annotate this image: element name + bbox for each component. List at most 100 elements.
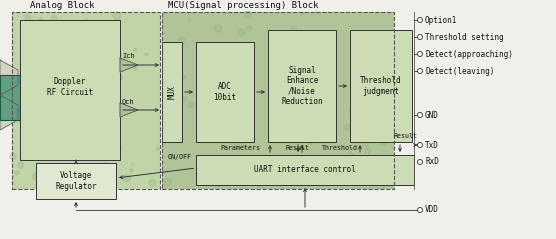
Circle shape	[224, 88, 226, 91]
Circle shape	[103, 69, 106, 72]
Circle shape	[113, 12, 121, 20]
Circle shape	[62, 59, 67, 64]
Circle shape	[326, 127, 330, 131]
Circle shape	[306, 137, 314, 144]
Circle shape	[83, 185, 86, 188]
Circle shape	[171, 103, 177, 109]
Text: ADC
10bit: ADC 10bit	[214, 82, 236, 102]
Circle shape	[107, 65, 113, 70]
Circle shape	[356, 126, 362, 131]
Circle shape	[418, 51, 423, 56]
Circle shape	[366, 120, 373, 127]
Text: MCU(Signal processing) Block: MCU(Signal processing) Block	[168, 1, 319, 10]
Circle shape	[51, 16, 57, 21]
Circle shape	[315, 11, 317, 14]
Circle shape	[359, 127, 362, 130]
Circle shape	[93, 146, 97, 151]
Circle shape	[99, 38, 102, 41]
Text: Result: Result	[393, 133, 417, 139]
Circle shape	[123, 175, 131, 182]
Bar	[196, 42, 254, 142]
Circle shape	[381, 140, 386, 145]
Circle shape	[178, 37, 185, 44]
Circle shape	[102, 163, 109, 170]
Circle shape	[99, 174, 102, 176]
Circle shape	[418, 69, 423, 74]
Circle shape	[216, 182, 221, 186]
Circle shape	[346, 152, 354, 159]
Circle shape	[286, 131, 292, 137]
Circle shape	[37, 63, 42, 68]
Bar	[0, 75, 20, 120]
Text: Result: Result	[286, 145, 310, 151]
Circle shape	[418, 207, 423, 212]
Circle shape	[133, 48, 137, 51]
Text: Detect(leaving): Detect(leaving)	[425, 66, 494, 76]
Bar	[20, 20, 120, 160]
Circle shape	[246, 26, 252, 31]
Circle shape	[215, 25, 222, 32]
Circle shape	[227, 115, 230, 118]
Circle shape	[206, 138, 209, 142]
Circle shape	[57, 101, 63, 107]
Circle shape	[68, 176, 71, 179]
Text: VDD: VDD	[425, 206, 439, 214]
Circle shape	[132, 163, 134, 165]
Circle shape	[389, 34, 394, 39]
Circle shape	[27, 135, 33, 141]
Circle shape	[110, 145, 113, 148]
Polygon shape	[0, 95, 18, 130]
Circle shape	[156, 147, 160, 150]
Circle shape	[302, 85, 306, 88]
Circle shape	[365, 147, 371, 153]
Bar	[162, 42, 182, 142]
Polygon shape	[120, 58, 138, 72]
Circle shape	[418, 159, 423, 164]
Circle shape	[32, 173, 39, 180]
Text: RxD: RxD	[425, 158, 439, 167]
Circle shape	[188, 101, 195, 108]
Circle shape	[212, 136, 216, 140]
Circle shape	[54, 26, 60, 32]
Circle shape	[44, 24, 48, 27]
Circle shape	[32, 153, 34, 155]
Text: Ich: Ich	[122, 53, 135, 59]
Circle shape	[168, 92, 173, 97]
Text: GND: GND	[425, 110, 439, 120]
Circle shape	[9, 153, 16, 159]
Bar	[12, 12, 160, 189]
Circle shape	[134, 67, 137, 70]
Circle shape	[26, 50, 31, 55]
Bar	[12, 0, 394, 239]
Circle shape	[363, 55, 369, 61]
Text: UART interface control: UART interface control	[254, 165, 356, 174]
Circle shape	[105, 106, 107, 108]
Circle shape	[55, 66, 61, 73]
Circle shape	[39, 18, 43, 22]
Circle shape	[75, 31, 80, 36]
Bar	[162, 12, 394, 189]
Circle shape	[149, 179, 156, 186]
Circle shape	[279, 66, 285, 73]
Circle shape	[418, 34, 423, 39]
Circle shape	[301, 12, 304, 15]
Text: Threshold: Threshold	[322, 145, 358, 151]
Circle shape	[64, 177, 71, 184]
Circle shape	[345, 168, 349, 172]
Circle shape	[182, 97, 187, 101]
Circle shape	[323, 74, 327, 77]
Text: MUX: MUX	[167, 85, 176, 99]
Circle shape	[418, 17, 423, 22]
Circle shape	[78, 149, 81, 152]
Bar	[350, 30, 412, 142]
Circle shape	[418, 113, 423, 118]
Circle shape	[276, 112, 281, 117]
Circle shape	[87, 116, 90, 118]
Circle shape	[244, 11, 252, 18]
Circle shape	[376, 177, 384, 185]
Circle shape	[37, 167, 42, 173]
Circle shape	[182, 75, 186, 79]
Circle shape	[85, 19, 88, 23]
Circle shape	[237, 28, 245, 36]
Circle shape	[196, 54, 201, 59]
